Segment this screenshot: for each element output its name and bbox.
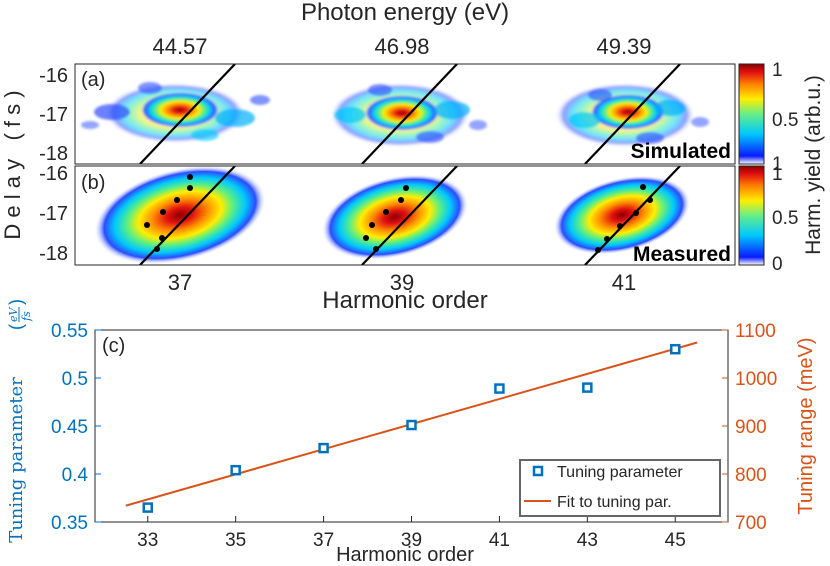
right-tick-label-1000: 1000	[735, 369, 777, 390]
harmonic-tick-39: 39	[390, 270, 414, 295]
panel-b-label: Measured	[633, 243, 731, 266]
right-tick-label-800: 800	[735, 465, 767, 486]
panel-a-ytick-1: -16	[39, 65, 68, 87]
right-tick-label-900: 900	[735, 417, 767, 438]
panel-b-peak-markers	[144, 174, 653, 253]
panel-a-label: Simulated	[631, 140, 731, 163]
colorbar-label: Harm. yield (arb.u.)	[802, 75, 825, 255]
panel-c-left-ticks: 0.35 0.4 0.45 0.5 0.55	[51, 321, 101, 534]
legend-item-fit: Fit to tuning par.	[557, 494, 672, 511]
x-tick-label-33: 33	[137, 530, 158, 551]
panel-a-heatmap	[81, 82, 709, 147]
data-point-harmonic-43	[582, 382, 593, 393]
tuning-parameter-markers	[142, 343, 681, 513]
panel-c-tuning: (c) 33 35 37 39 41 43 45 0.35 0.4 0.45 0.5 0.55 70…	[6, 299, 817, 566]
panel-b-ytick-3: -18	[39, 243, 68, 265]
colorbar-a-tick-mid: 0.5	[772, 110, 798, 131]
right-axis-title: Tuning range (meV)	[795, 337, 817, 514]
photon-energy-axis-title: Photon energy (eV)	[301, 0, 509, 26]
left-tick-label-0.45: 0.45	[51, 417, 88, 438]
panel-c-x-ticks: 33 35 37 39 41 43 45	[137, 516, 686, 551]
right-tick-label-700: 700	[735, 513, 767, 534]
colorbars: 1 0.5 1 1 0.5 0 Harm. yield (arb.u.)	[738, 60, 825, 275]
left-axis-unit-num: eV	[7, 306, 20, 322]
legend-box	[519, 459, 721, 517]
panel-c-x-axis-title: Harmonic order	[336, 544, 474, 566]
harmonic-tick-37: 37	[168, 270, 192, 295]
panel-b-heatmap	[93, 166, 691, 265]
left-axis-unit-den: fs	[20, 311, 33, 322]
data-point-harmonic-35	[230, 464, 241, 476]
panel-a-simulated: (a) Simulated -16 -17 -18	[39, 63, 736, 165]
left-tick-label-0.5: 0.5	[62, 369, 88, 390]
colorbar-b-tick-mid: 0.5	[772, 208, 798, 229]
panel-b-ytick-2: -17	[39, 203, 68, 225]
left-axis-unit-open: (	[6, 324, 26, 330]
harmonic-tick-41: 41	[612, 270, 636, 295]
colorbar-b-tick-top: 1	[772, 164, 783, 185]
x-tick-label-45: 45	[665, 530, 686, 551]
data-point-harmonic-39	[406, 419, 417, 431]
photon-energy-tick-2: 46.98	[374, 34, 429, 59]
photon-energy-tick-3: 49.39	[596, 34, 651, 59]
x-tick-label-43: 43	[577, 530, 598, 551]
colorbar-a	[738, 63, 765, 165]
panel-b-measured: (b) Measured -16 -17 -18 37 39 41 Harmon…	[39, 163, 736, 314]
colorbar-a-tick-bottom: 1	[772, 154, 783, 175]
left-tick-label-0.35: 0.35	[51, 513, 88, 534]
data-point-harmonic-41	[494, 383, 505, 394]
panel-b-tag: (b)	[81, 172, 105, 194]
legend-marker-icon	[532, 465, 544, 477]
legend: Tuning parameter Fit to tuning par.	[519, 459, 721, 517]
panel-a-tag: (a)	[81, 69, 105, 91]
photon-energy-tick-1: 44.57	[152, 34, 207, 59]
panel-a-ytick-3: -18	[39, 143, 68, 165]
colorbar-b-tick-bottom: 0	[772, 254, 783, 275]
x-tick-label-35: 35	[225, 530, 246, 551]
panel-b-ytick-1: -16	[39, 163, 68, 185]
legend-item-tuning-parameter: Tuning parameter	[557, 464, 683, 481]
left-axis-unit-close: )	[6, 299, 26, 305]
panel-c-tag: (c)	[102, 335, 125, 357]
panel-b-frame	[74, 165, 736, 266]
x-tick-label-39: 39	[401, 530, 422, 551]
data-point-harmonic-33	[142, 502, 153, 513]
panel-a-frame	[74, 63, 736, 165]
panel-c-right-ticks: 700 800 900 1000 1100	[722, 321, 777, 534]
delay-axis-title: D e l a y ( f s )	[0, 90, 25, 239]
data-point-harmonic-37	[318, 442, 329, 454]
harmonic-order-axis-title: Harmonic order	[322, 287, 487, 314]
x-tick-label-37: 37	[313, 530, 334, 551]
data-point-harmonic-45	[670, 343, 681, 355]
left-axis-label: Tuning parameter	[6, 377, 27, 543]
panel-a-ytick-2: -17	[39, 104, 68, 126]
left-tick-label-0.4: 0.4	[62, 465, 89, 486]
x-tick-label-41: 41	[489, 530, 510, 551]
left-axis-title: Tuning parameter ( eV fs )	[6, 299, 33, 543]
left-tick-label-0.55: 0.55	[51, 321, 88, 342]
colorbar-b	[738, 165, 765, 266]
panel-a-trend-lines	[139, 64, 681, 164]
right-tick-label-1100: 1100	[735, 321, 776, 342]
colorbar-a-tick-top: 1	[772, 60, 783, 81]
